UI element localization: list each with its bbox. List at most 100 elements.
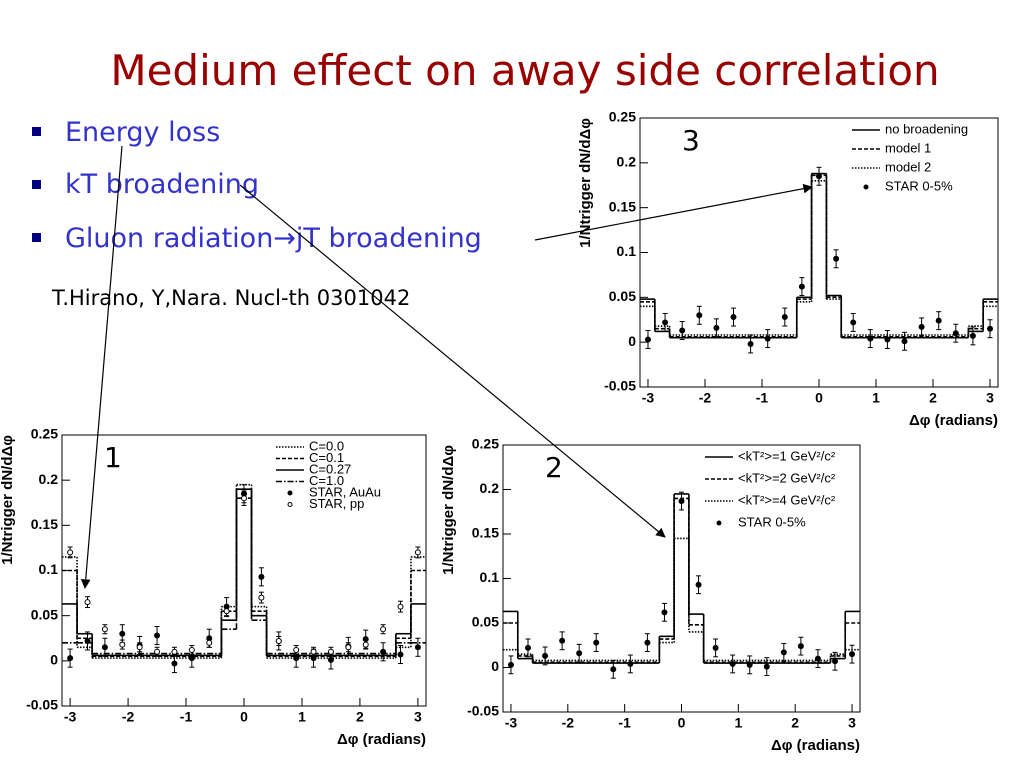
data-point [275,637,282,644]
data-point [154,632,161,639]
data-point [833,255,840,262]
legend-label: model 2 [885,159,931,174]
legend-swatch [716,520,722,526]
data-point [867,335,874,342]
data-point [119,641,126,648]
legend-label: STAR 0-5% [885,178,953,193]
data-point [414,644,421,651]
y-tick-label: 0 [628,333,636,349]
data-point [644,336,651,343]
legend-label: model 1 [885,140,931,155]
data-point [542,652,549,659]
data-point [154,648,161,655]
x-tick-label: 2 [929,390,937,406]
data-point [136,644,143,651]
y-tick-label: 0.25 [472,436,499,452]
data-point [746,661,753,668]
y-tick-label: 0.25 [31,426,58,442]
panel-number: 2 [545,451,563,484]
data-point [798,283,805,290]
data-point [380,648,387,655]
data-point [797,643,804,650]
legend-swatch [287,490,293,496]
x-tick-label: -3 [505,715,518,731]
data-point [101,644,108,651]
x-tick-label: 0 [678,715,686,731]
legend-swatch [863,184,869,190]
data-point [559,637,566,644]
bullet: Energy loss [65,117,220,148]
x-tick-label: 0 [240,709,248,725]
data-point [327,656,334,663]
data-point [712,644,719,651]
data-point [610,666,617,673]
x-tick-label: -1 [756,390,769,406]
data-point [987,325,994,332]
data-point [696,312,703,319]
data-point [507,661,514,668]
data-point [935,317,942,324]
x-tick-label: 2 [356,709,364,725]
data-point [780,649,787,656]
x-tick-label: 3 [414,709,422,725]
data-point [293,655,300,662]
y-tick-label: 0.15 [472,525,499,541]
x-tick-label: 1 [298,709,306,725]
bullet: kT broadening [65,169,259,200]
x-tick-label: -1 [618,715,631,731]
y-tick-label: 0.25 [609,109,636,125]
data-point [969,332,976,339]
data-point [679,327,686,334]
data-point [918,323,925,330]
data-point [678,498,685,505]
x-tick-label: -3 [642,390,655,406]
legend-label: STAR, AuAu [309,484,381,499]
legend-label: C=0.27 [309,461,351,476]
y-tick-label: 0.15 [31,516,58,532]
legend-label: STAR, pp [309,496,364,511]
data-point [850,319,857,326]
y-tick-label: -0.05 [26,697,58,713]
x-tick-label: -1 [180,709,193,725]
data-point [397,603,404,610]
data-point [258,573,265,580]
y-tick-label: 0.1 [39,561,59,577]
bullet-marker [32,233,41,242]
legend-label: <kT²>=2 GeV²/c² [738,470,836,485]
x-tick-label: 3 [848,715,856,731]
panel-number: 1 [104,441,122,474]
data-point [593,639,600,646]
y-tick-label: 0.05 [609,288,636,304]
data-point [119,630,126,637]
data-point [84,637,91,644]
slide-title: Medium effect on away side correlation [110,46,939,95]
data-point [831,658,838,665]
data-point [661,609,668,616]
data-point [310,648,317,655]
x-axis-label: Δφ (radians) [337,731,426,748]
legend-label: C=0.1 [309,450,344,465]
data-point [576,650,583,657]
data-point [101,626,108,633]
y-axis-label: 1/Ntrigger dN/dΔφ [577,118,594,248]
data-point [884,336,891,343]
citation: T.Hirano, Y,Nara. Nucl-th 0301042 [51,286,410,310]
y-tick-label: 0.15 [609,198,636,214]
data-point [345,644,352,651]
data-point [747,340,754,347]
y-tick-label: 0.2 [39,471,59,487]
bullet: Gluon radiation→jT broadening [65,223,482,254]
y-axis-label: 1/Ntrigger dN/dΔφ [0,435,16,565]
data-point [952,330,959,337]
data-point [525,644,532,651]
x-axis-label: Δφ (radians) [909,412,998,429]
x-tick-label: 2 [791,715,799,731]
x-tick-label: 1 [872,390,880,406]
charts: -0.05 0 0.05 0.1 0.15 0.2 0.25 -3 -2 -1 0 1 2 3 Δφ (ra… [0,109,999,754]
x-tick-label: -2 [562,715,575,731]
data-point [362,641,369,648]
data-point [849,651,856,658]
data-point [258,594,265,601]
